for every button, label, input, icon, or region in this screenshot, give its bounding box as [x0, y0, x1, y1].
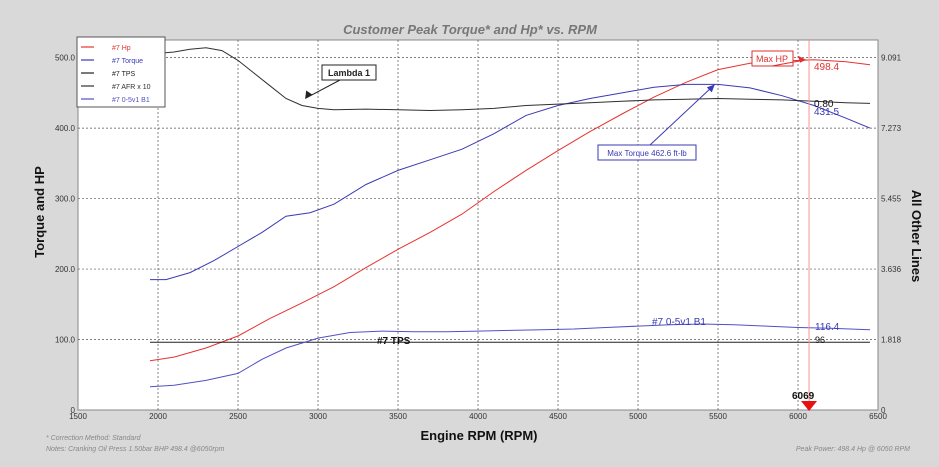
- lambda-value-label: 0.80: [814, 99, 834, 110]
- y-tick-label: 200.0: [55, 265, 76, 274]
- rpm-marker-triangle: [801, 401, 818, 411]
- max-torque-arrow: [649, 84, 716, 146]
- max-torque-label: Max Torque 462.6 ft-lb: [607, 149, 687, 158]
- y2-axis-label: All Other Lines: [909, 190, 924, 282]
- y2-tick-label: 5.455: [881, 195, 902, 204]
- legend-item-afr: #7 AFR x 10: [112, 84, 151, 91]
- voltage-value-label: 116.4: [815, 322, 840, 333]
- x-tick-label: 3000: [309, 412, 327, 421]
- y2-tick-label: 1.818: [881, 336, 902, 345]
- legend-item-torque: #7 Torque: [112, 58, 143, 65]
- hp-value-label: 498.4: [814, 62, 839, 73]
- chart-title: Customer Peak Torque* and Hp* vs. RPM: [343, 22, 598, 37]
- legend-item-hp: #7 Hp: [112, 45, 131, 52]
- x-tick-label: 5500: [709, 412, 727, 421]
- x-tick-label: 3500: [389, 412, 407, 421]
- max-torque-arrowhead: [706, 84, 715, 93]
- lambda-arrowhead: [305, 90, 313, 99]
- lambda-arrow: [304, 79, 341, 99]
- legend-item-voltage: #7 0-5v1 B1: [112, 97, 150, 104]
- legend-box: [76, 36, 166, 108]
- rpm-marker-label: 6069: [792, 391, 815, 402]
- x-tick-label: 1500: [69, 412, 87, 421]
- y2-tick-label: 3.636: [881, 265, 902, 274]
- x-tick-label: 2500: [229, 412, 247, 421]
- torque-line: [150, 83, 871, 281]
- y-tick-label: 500.0: [55, 54, 76, 63]
- lambda-annotation: Lambda 1: [304, 64, 377, 99]
- y-axis-label: Torque and HP: [32, 166, 47, 258]
- y2-tick-label: 7.273: [881, 124, 902, 133]
- x-tick-label: 5000: [629, 412, 647, 421]
- x-tick-label: 6000: [789, 412, 807, 421]
- y-tick-label: 100.0: [55, 336, 76, 345]
- lambda-label: Lambda 1: [328, 68, 370, 78]
- max-hp-label: Max HP: [756, 54, 788, 64]
- grid-lines: [78, 40, 878, 410]
- y-tick-label: 300.0: [55, 195, 76, 204]
- y2-tick-label: 0: [881, 406, 886, 415]
- y-tick-label: 400.0: [55, 124, 76, 133]
- max-hp-annotation: Max HP: [751, 50, 807, 67]
- voltage-line: [149, 323, 871, 388]
- footer-notes: Notes: Cranking Oil Press 1.50bar BHP 49…: [46, 446, 225, 453]
- x-tick-label: 4500: [549, 412, 567, 421]
- y-tick-labels: 0 100.0 200.0 300.0 400.0 500.0: [55, 54, 76, 415]
- tps-value-label: 96: [815, 335, 825, 345]
- max-torque-label-box: [597, 144, 697, 161]
- max-torque-annotation: Max Torque 462.6 ft-lb: [597, 84, 716, 161]
- lambda-label-box: [321, 64, 377, 81]
- tps-series-label: #7 TPS: [377, 336, 411, 347]
- footer-peak-power: Peak Power: 498.4 Hp @ 6050 RPM: [796, 446, 910, 453]
- voltage-series-label: #7 0-5v1 B1: [652, 317, 706, 328]
- y-tick-label: 0: [71, 406, 76, 415]
- y2-tick-label: 9.091: [881, 54, 902, 63]
- max-hp-arrowhead: [798, 55, 806, 63]
- legend: #7 Hp #7 Torque #7 TPS #7 AFR x 10 #7 0-…: [76, 36, 166, 108]
- afr-line: [149, 47, 871, 112]
- x-axis-label: Engine RPM (RPM): [421, 428, 538, 443]
- x-tick-labels: 1500 2000 2500 3000 3500 4000 4500 5000 5500 6000…: [69, 412, 887, 421]
- footer-correction: * Correction Method: Standard: [46, 435, 142, 442]
- legend-item-tps: #7 TPS: [112, 71, 136, 78]
- x-tick-label: 4000: [469, 412, 487, 421]
- y2-tick-labels: 0 1.818 3.636 5.455 7.273 9.091: [881, 54, 902, 415]
- x-tick-label: 6500: [869, 412, 887, 421]
- x-tick-label: 2000: [149, 412, 167, 421]
- torque-value-label: 431.5: [814, 107, 839, 118]
